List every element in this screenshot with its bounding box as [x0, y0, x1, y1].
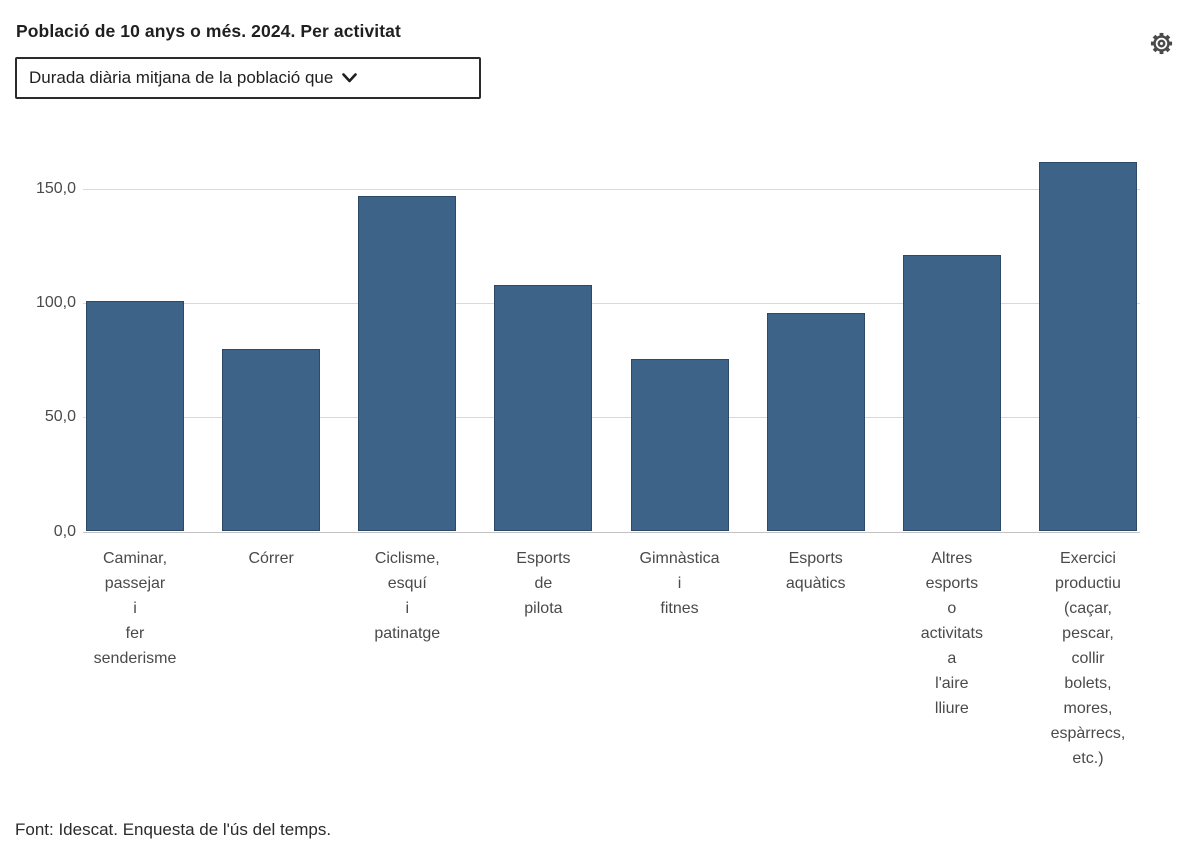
x-axis-category-label: Gimnàstica i fitnes — [639, 550, 720, 617]
bar-3[interactable] — [358, 195, 457, 532]
x-axis-line — [83, 531, 1140, 533]
y-axis-tick-label: 100,0 — [35, 294, 76, 312]
y-axis-tick-label: 50,0 — [44, 408, 76, 426]
bar-7[interactable] — [902, 255, 1001, 532]
x-axis-category-label: Córrer — [248, 550, 294, 567]
x-axis-category-label: Exercici productiu (caçar, pescar, colli… — [1050, 550, 1126, 767]
x-axis-category-label: Esports aquàtics — [785, 550, 846, 592]
x-axis-category-label: Altres esports o activitats a l'aire lli… — [920, 550, 983, 717]
gridline — [83, 417, 1140, 419]
source-note: Font: Idescat. Enquesta de l'ús del temp… — [15, 820, 332, 839]
x-axis-category-label: Caminar, passejar i fer senderisme — [93, 550, 177, 667]
bar-4[interactable] — [494, 284, 593, 532]
y-axis-tick-label: 150,0 — [35, 180, 76, 198]
bar-2[interactable] — [222, 348, 321, 532]
settings-button[interactable] — [1144, 27, 1178, 61]
x-axis-category-label: Ciclisme, esquí i patinatge — [374, 550, 441, 642]
bar-5[interactable] — [630, 359, 729, 532]
page-title: Població de 10 anys o més. 2024. Per act… — [16, 21, 401, 41]
x-axis-category-label: Esports de pilota — [516, 550, 571, 617]
bar-8[interactable] — [1038, 161, 1137, 532]
gridline — [83, 303, 1140, 305]
bar-6[interactable] — [766, 313, 865, 532]
indicator-select[interactable]: Durada diària mitjana de la població que — [15, 57, 481, 99]
y-axis-tick-label: 0,0 — [53, 522, 76, 540]
indicator-select-value: Durada diària mitjana de la població que — [29, 68, 334, 87]
gridline — [83, 189, 1140, 191]
bar-1[interactable] — [86, 300, 184, 532]
gear-icon — [1150, 32, 1172, 55]
chevron-down-icon — [342, 73, 358, 83]
